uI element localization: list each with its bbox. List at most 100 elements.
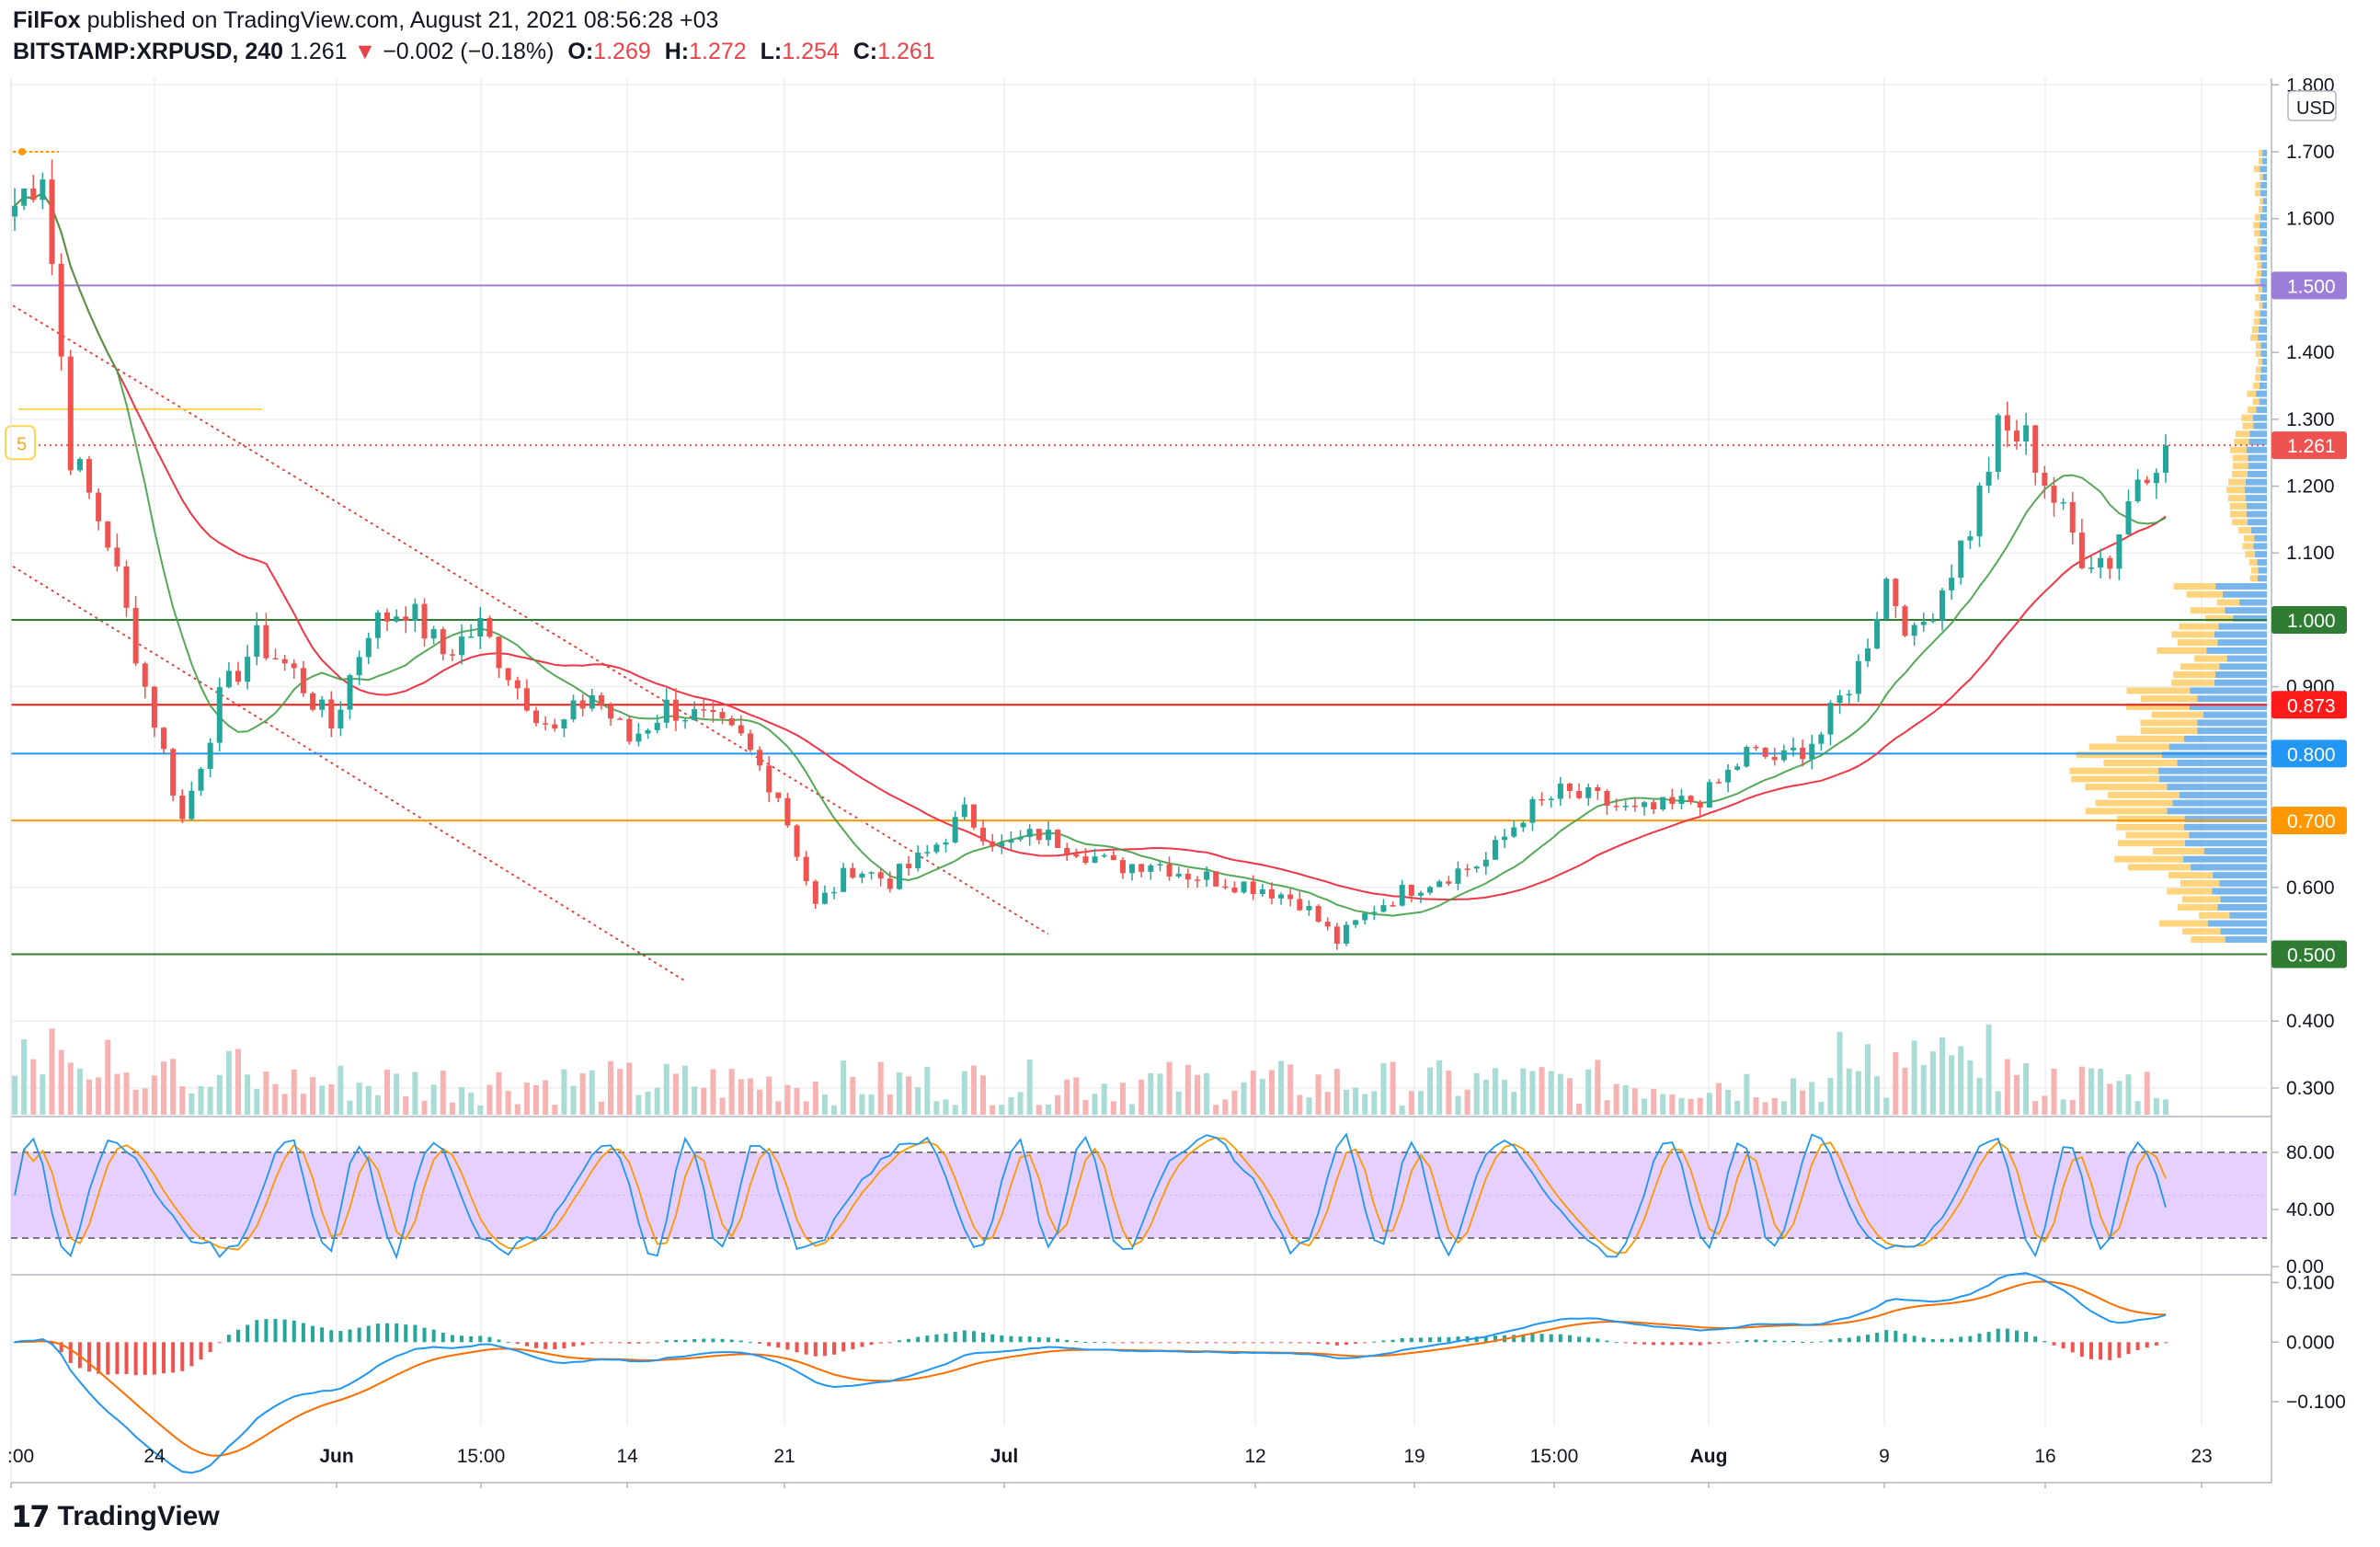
volume-profile-bar	[2207, 920, 2267, 927]
candle-body	[1213, 871, 1219, 887]
candle-body	[1399, 885, 1405, 906]
volume-profile-bar	[2238, 526, 2252, 533]
volume-bar	[1613, 1083, 1619, 1115]
volume-profile-bar	[2260, 310, 2267, 317]
volume-bar	[533, 1084, 540, 1115]
volume-profile-bar	[2258, 334, 2267, 341]
volume-bar	[1297, 1094, 1303, 1115]
candle-body	[877, 872, 884, 879]
candle-body	[1846, 693, 1852, 696]
macd-histogram-bar	[767, 1342, 772, 1346]
volume-profile-bar	[2229, 911, 2267, 919]
candle-body	[654, 722, 660, 730]
volume-bar	[468, 1092, 475, 1115]
macd-histogram-bar	[1772, 1340, 1777, 1343]
volume-bar	[1017, 1092, 1024, 1115]
macd-histogram-bar	[2052, 1342, 2056, 1346]
volume-profile-bar	[2253, 543, 2267, 550]
volume-bar	[21, 1039, 28, 1115]
volume-profile-bar	[2262, 302, 2267, 309]
volume-profile-bar	[2255, 278, 2260, 285]
volume-bar	[1548, 1071, 1554, 1115]
volume-profile-bar	[2254, 534, 2267, 542]
volume-profile-bar	[2255, 189, 2260, 197]
candle-body	[589, 694, 595, 709]
macd-histogram-bar	[1754, 1339, 1758, 1343]
volume-profile-bar	[2168, 872, 2214, 879]
candle-body	[245, 657, 251, 682]
volume-profile-bar	[2260, 318, 2267, 326]
volume-bar	[2116, 1081, 2123, 1115]
volume-bar	[952, 1105, 958, 1115]
candle-body	[356, 657, 362, 676]
macd-histogram-bar	[907, 1338, 911, 1343]
volume-profile-bar	[2199, 911, 2230, 919]
macd-histogram-bar	[1223, 1342, 1228, 1344]
macd-histogram-bar	[469, 1335, 474, 1343]
candle-body	[449, 654, 455, 656]
volume-profile-bar	[2260, 189, 2267, 197]
macd-histogram-bar	[1269, 1342, 1274, 1344]
candle-body	[1641, 802, 1647, 808]
macd-histogram-bar	[860, 1342, 864, 1347]
macd-histogram-bar	[1950, 1338, 1954, 1343]
macd-histogram-bar	[544, 1342, 548, 1349]
macd-histogram-bar	[1483, 1336, 1488, 1343]
volume-bar	[96, 1077, 102, 1115]
volume-profile-bar	[2157, 767, 2267, 774]
volume-bar	[1780, 1101, 1787, 1115]
candle-body	[1995, 415, 2001, 473]
publisher-name[interactable]: FilFox	[13, 7, 81, 33]
volume-profile-bar	[2170, 679, 2214, 686]
volume-bar	[887, 1094, 893, 1115]
candle-body	[1939, 590, 1945, 621]
macd-histogram-bar	[97, 1342, 101, 1374]
macd-tick-label: 0.100	[2286, 1272, 2335, 1293]
volume-profile-bar	[2171, 631, 2214, 638]
macd-histogram-bar	[1298, 1342, 1302, 1344]
candle-body	[1408, 885, 1414, 896]
volume-profile-bar	[2204, 614, 2234, 622]
candle-body	[272, 658, 279, 660]
candle-body	[1455, 868, 1461, 884]
tradingview-logo-icon: 𝟭𝟳	[11, 1500, 51, 1533]
volume-bar	[654, 1087, 660, 1115]
macd-histogram-bar	[515, 1342, 520, 1345]
macd-histogram-bar	[1679, 1342, 1684, 1346]
time-axis-labels: :00 24 Jun 15:00 14 21 Jul 12 19 15:00 Aug 9 16 23	[7, 1446, 2213, 1488]
volume-profile-bar	[2182, 855, 2267, 863]
stochastic-d-line	[14, 1136, 2167, 1255]
volume-profile-bar	[2183, 823, 2267, 831]
level-badge-0.800	[2271, 739, 2347, 768]
volume-bar	[486, 1084, 493, 1115]
candle-body	[1651, 802, 1657, 809]
volume-profile-bar	[2220, 928, 2267, 935]
volume-profile-bar	[2126, 687, 2191, 694]
macd-histogram-bar	[143, 1342, 147, 1375]
macd-histogram-bar	[720, 1338, 725, 1343]
candle-body	[1809, 743, 1815, 760]
volume-profile-bar	[2259, 205, 2263, 212]
candle-body	[915, 853, 921, 868]
macd-histogram-bar	[2070, 1342, 2075, 1353]
symbol-name[interactable]: BITSTAMP:XRPUSD, 240	[13, 39, 284, 64]
candle-body	[1706, 782, 1712, 808]
macd-histogram-bar	[1698, 1342, 1702, 1346]
macd-histogram-bar	[1232, 1342, 1237, 1344]
volume-bar	[1967, 1060, 1974, 1115]
candle-body	[2107, 557, 2113, 569]
volume-bar	[1929, 1051, 1936, 1115]
candle-body	[49, 179, 55, 264]
candle-body	[1949, 578, 1955, 590]
macd-histogram-bar	[441, 1332, 445, 1343]
volume-profile-bar	[2217, 639, 2267, 647]
candle-body	[1790, 747, 1796, 751]
tradingview-branding[interactable]: 𝟭𝟳 TradingView	[11, 1499, 220, 1534]
time-tick-label: 23	[2191, 1446, 2212, 1467]
price-tick-label: 0.600	[2286, 877, 2335, 899]
macd-histogram-bar	[1056, 1338, 1060, 1343]
macd-histogram-bar	[1009, 1335, 1013, 1343]
volume-profile-bar	[2257, 237, 2262, 245]
candle-body	[1911, 625, 1917, 636]
